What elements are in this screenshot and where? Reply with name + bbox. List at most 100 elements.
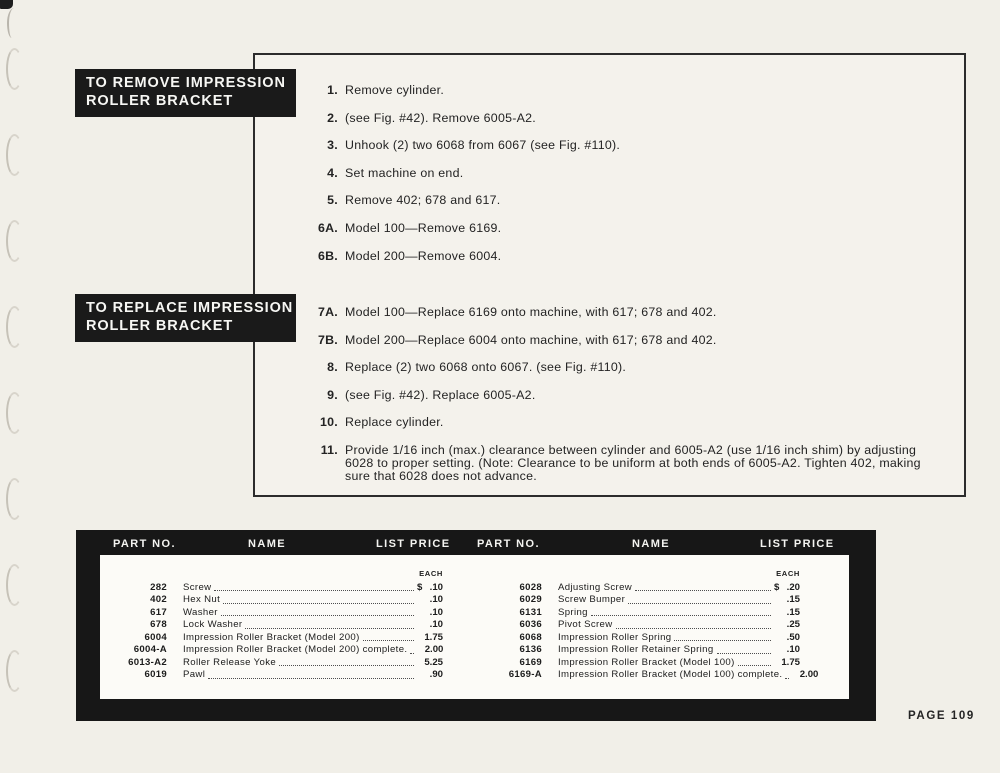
each-label: EACH — [776, 569, 800, 578]
part-number: 617 — [150, 606, 167, 618]
part-number: 6004-A — [133, 644, 167, 656]
dot-leader — [223, 602, 414, 604]
part-name: Spring — [558, 606, 588, 618]
part-name: Screw Bumper — [558, 594, 626, 606]
price-block: .25 — [774, 619, 800, 631]
part-name: Washer — [183, 606, 218, 618]
parts-row: 6019 Pawl .90 — [117, 669, 443, 681]
dot-leader — [716, 652, 771, 654]
step-number: 6A. — [317, 220, 338, 235]
step-number: 5. — [327, 193, 338, 208]
column-header-list-price: LIST PRICE — [760, 538, 835, 550]
column-header-part-no: PART NO. — [113, 538, 176, 550]
part-name: Impression Roller Bracket (Model 100) co… — [558, 669, 783, 681]
parts-row: 6013-A2 Roller Release Yoke 5.25 — [117, 657, 443, 669]
part-price: .15 — [786, 606, 800, 618]
dot-leader — [362, 640, 414, 642]
step-text: Remove 402; 678 and 617. — [345, 193, 501, 208]
part-number: 6013-A2 — [128, 656, 167, 668]
parts-row: 6169 Impression Roller Bracket (Model 10… — [492, 657, 800, 669]
part-name: Pawl — [183, 669, 206, 681]
part-number: 402 — [150, 594, 167, 606]
parts-row: 6028 Adjusting Screw $ .20 — [492, 582, 800, 594]
dot-leader — [410, 652, 415, 654]
replace-steps-list: 7A. Model 100—Replace 6169 onto machine,… — [305, 305, 953, 498]
part-price: 2.00 — [799, 669, 819, 681]
corner-crease — [7, 8, 19, 38]
step-text: Unhook (2) two 6068 from 6067 (see Fig. … — [345, 138, 621, 153]
step-number: 6B. — [317, 248, 338, 263]
step-text: Remove cylinder. — [345, 83, 445, 97]
part-number: 6019 — [144, 669, 167, 681]
step-text: Model 100—Replace 6169 onto machine, wit… — [345, 305, 717, 319]
part-price: 5.25 — [424, 656, 443, 668]
dot-leader — [635, 590, 771, 592]
column-header-list-price: LIST PRICE — [376, 538, 451, 550]
currency-sign: $ — [417, 582, 423, 593]
step-text: Replace cylinder. — [345, 415, 444, 430]
part-number: 6029 — [519, 594, 542, 606]
step-item: 4. Set machine on end. — [305, 166, 953, 180]
dot-leader — [737, 665, 771, 667]
instructions-panel — [253, 53, 966, 497]
price-block: .10 — [417, 594, 443, 606]
step-item: 7B. Model 200—Replace 6004 onto machine,… — [305, 332, 953, 347]
corner-mark — [0, 0, 13, 9]
parts-right-column: EACH 6028 Adjusting Screw $ .20 — [492, 569, 819, 682]
price-block: 2.00 — [792, 669, 819, 681]
part-price: .10 — [429, 606, 443, 618]
step-text: (see Fig. #42). Remove 6005-A2. — [345, 110, 536, 125]
step-text: Model 100—Remove 6169. — [345, 220, 502, 235]
column-header-part-no: PART NO. — [477, 538, 540, 550]
step-number: 7A. — [317, 305, 338, 319]
part-number: 282 — [150, 582, 167, 593]
step-number: 8. — [327, 360, 338, 375]
part-price: .10 — [786, 644, 800, 656]
parts-price-table: PART NO. NAME LIST PRICE PART NO. NAME L… — [76, 530, 876, 721]
step-item: 2. (see Fig. #42). Remove 6005-A2. — [305, 110, 953, 125]
section-heading-replace: TO REPLACE IMPRESSION ROLLER BRACKET — [75, 294, 296, 342]
price-block: .90 — [417, 669, 443, 681]
step-text: Provide 1/16 inch (max.) clearance betwe… — [345, 442, 921, 484]
part-name: Roller Release Yoke — [183, 656, 277, 668]
step-number: 9. — [327, 387, 338, 402]
parts-row: 282 Screw $ .10 — [117, 582, 443, 594]
parts-row: 617 Washer .10 — [117, 607, 443, 619]
parts-row: 6036 Pivot Screw .25 — [492, 619, 800, 631]
part-name: Impression Roller Bracket (Model 200) co… — [183, 644, 408, 656]
parts-row: 6004 Impression Roller Bracket (Model 20… — [117, 632, 443, 644]
step-item: 9. (see Fig. #42). Replace 6005-A2. — [305, 387, 953, 402]
parts-left-column: EACH 282 Screw $ .10 — [117, 569, 443, 682]
remove-steps-list: 1. Remove cylinder. 2. (see Fig. #42). R… — [305, 83, 953, 277]
parts-row: 6131 Spring .15 — [492, 607, 800, 619]
price-block: .15 — [774, 607, 800, 619]
part-price: .15 — [786, 594, 800, 606]
step-text: Model 200—Replace 6004 onto machine, wit… — [345, 332, 717, 347]
part-price: 1.75 — [424, 631, 443, 643]
binding-hole-mark — [6, 306, 23, 348]
price-block: .10 — [417, 607, 443, 619]
step-item: 7A. Model 100—Replace 6169 onto machine,… — [305, 305, 953, 319]
step-item: 3. Unhook (2) two 6068 from 6067 (see Fi… — [305, 138, 953, 153]
dot-leader — [628, 602, 771, 604]
part-name: Impression Roller Bracket (Model 100) — [558, 656, 735, 668]
binding-hole-mark — [6, 478, 23, 520]
step-number: 2. — [327, 110, 338, 125]
step-number: 11. — [320, 442, 338, 457]
part-number: 678 — [150, 619, 167, 631]
part-number: 6004 — [144, 631, 167, 643]
step-item: 6A. Model 100—Remove 6169. — [305, 220, 953, 235]
price-block: .10 — [417, 619, 443, 631]
part-price: .25 — [786, 619, 800, 631]
part-price: 1.75 — [781, 656, 800, 668]
step-number: 3. — [327, 138, 338, 153]
binding-hole-mark — [6, 48, 23, 90]
dot-leader — [674, 640, 771, 642]
parts-row: 402 Hex Nut .10 — [117, 594, 443, 606]
part-price: .10 — [429, 594, 443, 606]
parts-right-rows: 6028 Adjusting Screw $ .20 6029 Screw Bu… — [492, 582, 819, 682]
part-name: Adjusting Screw — [558, 582, 633, 593]
part-name: Pivot Screw — [558, 619, 613, 631]
step-item: 11. Provide 1/16 inch (max.) clearance b… — [305, 442, 953, 484]
parts-row: 6004-A Impression Roller Bracket (Model … — [117, 644, 444, 656]
